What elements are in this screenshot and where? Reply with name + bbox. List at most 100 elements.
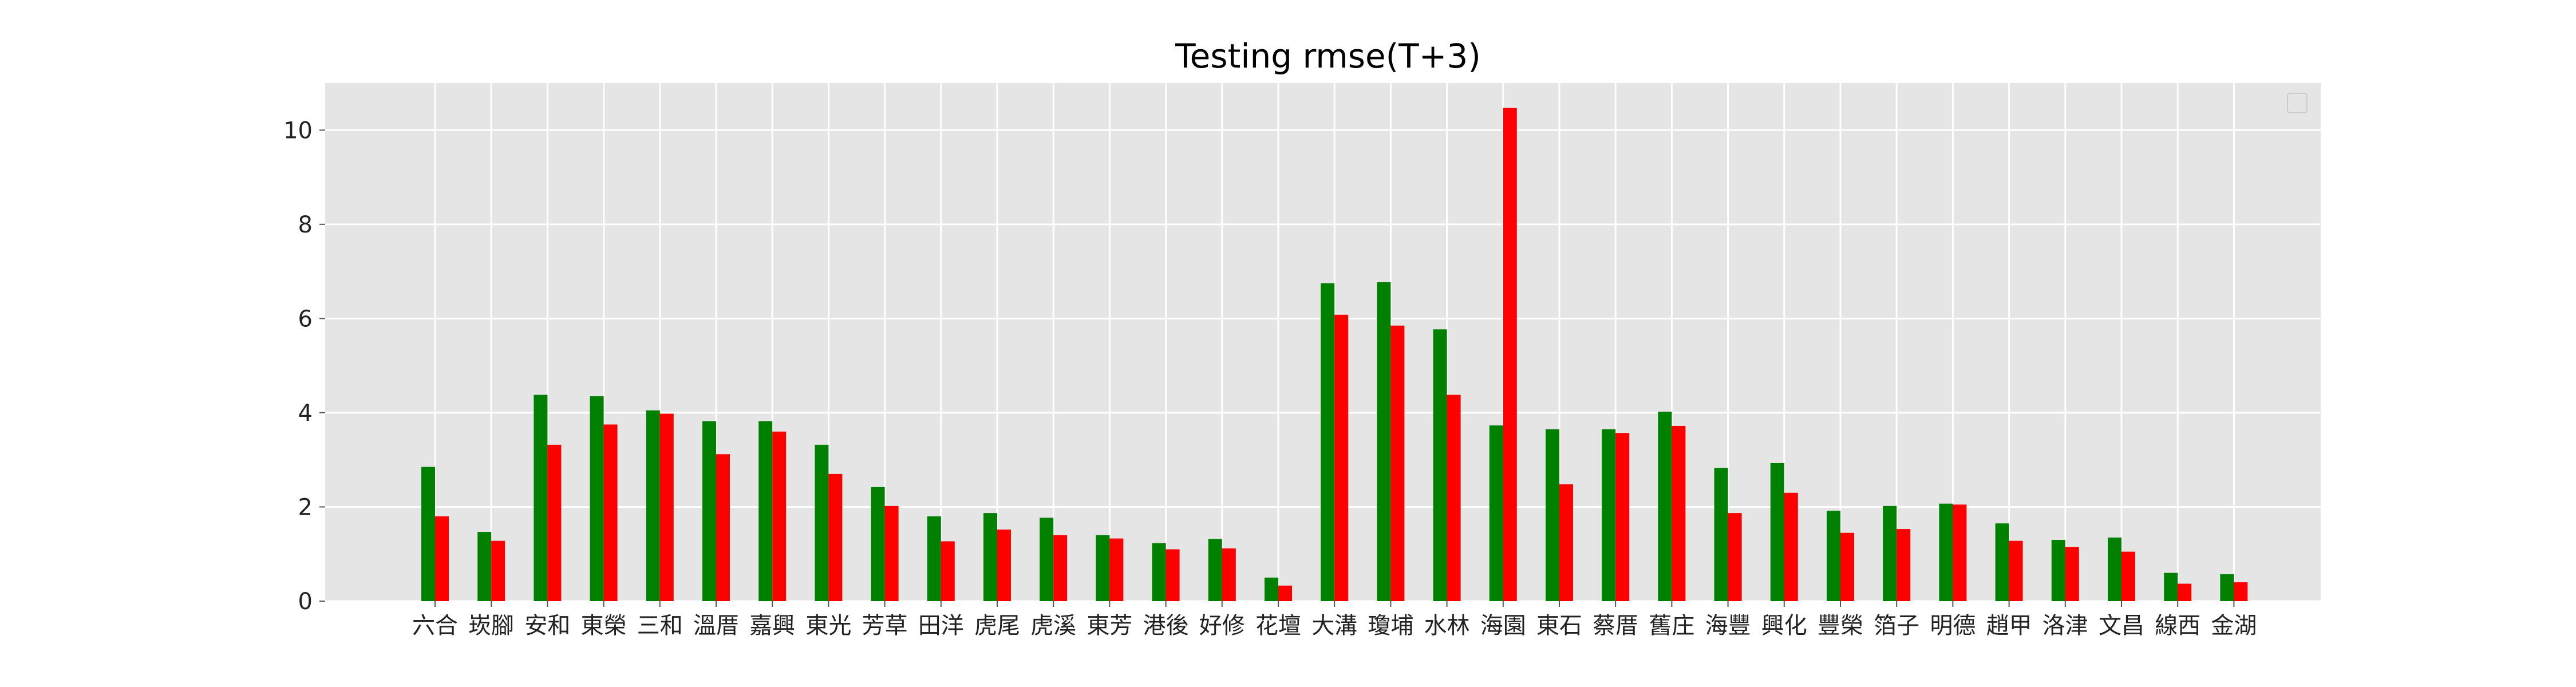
bar-series-2: [1953, 504, 1967, 601]
bar-series-1: [534, 394, 548, 601]
bar-series-1: [477, 532, 492, 601]
bar-series-2: [1840, 532, 1854, 601]
bar-series-2: [491, 540, 505, 601]
bar-series-2: [603, 424, 618, 601]
bar-series-1: [421, 467, 435, 601]
x-tick-label: 文昌: [2099, 613, 2144, 639]
bar-series-1: [2164, 572, 2178, 601]
x-tick-label: 興化: [1761, 613, 1807, 639]
x-tick-label: 安和: [524, 613, 570, 639]
x-tick-label: 海園: [1480, 613, 1526, 639]
bar-series-2: [884, 506, 899, 601]
bar-series-1: [1433, 329, 1447, 601]
x-tick-label: 東芳: [1086, 613, 1132, 639]
x-tick-label: 洛津: [2042, 613, 2088, 639]
bar-series-1: [1265, 577, 1278, 601]
x-tick-label: 豐榮: [1818, 613, 1863, 639]
bar-series-1: [927, 516, 941, 601]
x-tick-label: 崁腳: [468, 613, 514, 639]
x-tick-label: 港後: [1143, 613, 1189, 639]
bars: [421, 108, 2248, 602]
y-tick-label: 6: [298, 306, 313, 332]
axes: 0 2 4 6 8 10 六合 崁腳 安和 東榮 三和 溫厝 嘉興 東光 芳草 田洋 虎尾 虎溪 東芳 港後 好修 花壇大…: [283, 117, 2257, 639]
bar-series-1: [1714, 468, 1728, 601]
x-tick-label: 明德: [1930, 613, 1976, 639]
x-tick-label: 舊庄: [1649, 613, 1694, 639]
x-tick-label: 六合: [412, 613, 458, 639]
y-tick-label: 0: [298, 589, 313, 615]
bar-series-2: [716, 454, 730, 601]
bar-series-2: [1559, 484, 1573, 601]
bar-series-1: [646, 410, 660, 601]
bar-series-2: [997, 529, 1011, 601]
bar-series-2: [1053, 535, 1068, 601]
bar-series-1: [1939, 503, 1953, 601]
x-tick-label: 虎尾: [974, 613, 1020, 639]
bar-series-1: [1377, 282, 1391, 601]
bar-series-2: [2065, 547, 2079, 601]
bar-series-1: [758, 421, 773, 601]
x-tick-label: 田洋: [918, 613, 964, 639]
bar-series-2: [435, 516, 449, 601]
y-tick-label: 2: [298, 494, 313, 520]
x-tick-label: 瓊埔: [1368, 613, 1413, 639]
legend-box: [2287, 93, 2308, 113]
bar-series-2: [1222, 548, 1236, 601]
bar-series-2: [1784, 492, 1798, 601]
bar-series-1: [1602, 429, 1616, 601]
bar-series-1: [1489, 425, 1503, 601]
bar-series-1: [1658, 412, 1672, 601]
bar-series-2: [2178, 583, 2192, 601]
bar-series-1: [983, 513, 997, 601]
bar-series-1: [871, 487, 885, 601]
bar-series-2: [2234, 582, 2248, 601]
x-tick-label: 溫厝: [693, 613, 739, 639]
bar-series-2: [2009, 540, 2023, 601]
y-tick-label: 4: [298, 400, 313, 427]
x-tick-label: 東榮: [581, 613, 627, 639]
bar-series-1: [815, 444, 829, 601]
bar-series-2: [1672, 425, 1686, 601]
bar-series-2: [1165, 549, 1180, 601]
bar-series-1: [2051, 540, 2065, 601]
bar-series-2: [1897, 529, 1911, 601]
bar-series-1: [1321, 283, 1335, 602]
x-tick-label: 東光: [805, 613, 851, 639]
x-tick-label: 趙甲: [1986, 613, 2032, 639]
x-tick-label: 東石: [1536, 613, 1582, 639]
bar-series-1: [1208, 539, 1222, 601]
bar-series-1: [1040, 518, 1054, 601]
bar-series-1: [1770, 463, 1784, 601]
bar-series-2: [941, 541, 955, 601]
y-tick-label: 8: [298, 212, 313, 238]
bar-series-2: [1615, 433, 1630, 601]
bar-series-1: [702, 421, 716, 601]
bar-series-2: [659, 413, 674, 601]
bar-series-2: [828, 473, 843, 601]
x-tick-label: 大溝: [1311, 613, 1357, 639]
x-tick-label: 蔡厝: [1593, 613, 1638, 639]
bar-series-1: [1883, 506, 1897, 601]
x-tick-label: 金湖: [2211, 613, 2257, 639]
bar-series-1: [2108, 537, 2121, 601]
x-tick-label: 水林: [1424, 613, 1470, 639]
x-tick-label: 嘉興: [749, 613, 795, 639]
x-tick-label: 三和: [637, 613, 683, 639]
bar-series-2: [1278, 585, 1292, 601]
bar-series-2: [772, 431, 787, 601]
bar-series-1: [1995, 523, 2009, 601]
bar-series-2: [2121, 551, 2135, 601]
bar-series-1: [590, 396, 604, 601]
bar-series-2: [1728, 513, 1742, 601]
chart-title: Testing rmse(T+3): [1175, 37, 1481, 76]
bar-series-1: [1152, 543, 1166, 601]
bar-series-1: [2220, 574, 2234, 601]
y-tick-label: 10: [283, 117, 313, 144]
bar-series-2: [1109, 538, 1124, 601]
x-tick-label: 虎溪: [1030, 613, 1076, 639]
bar-series-2: [547, 444, 562, 601]
bar-series-2: [1390, 325, 1405, 601]
x-tick-label: 海豐: [1705, 613, 1751, 639]
